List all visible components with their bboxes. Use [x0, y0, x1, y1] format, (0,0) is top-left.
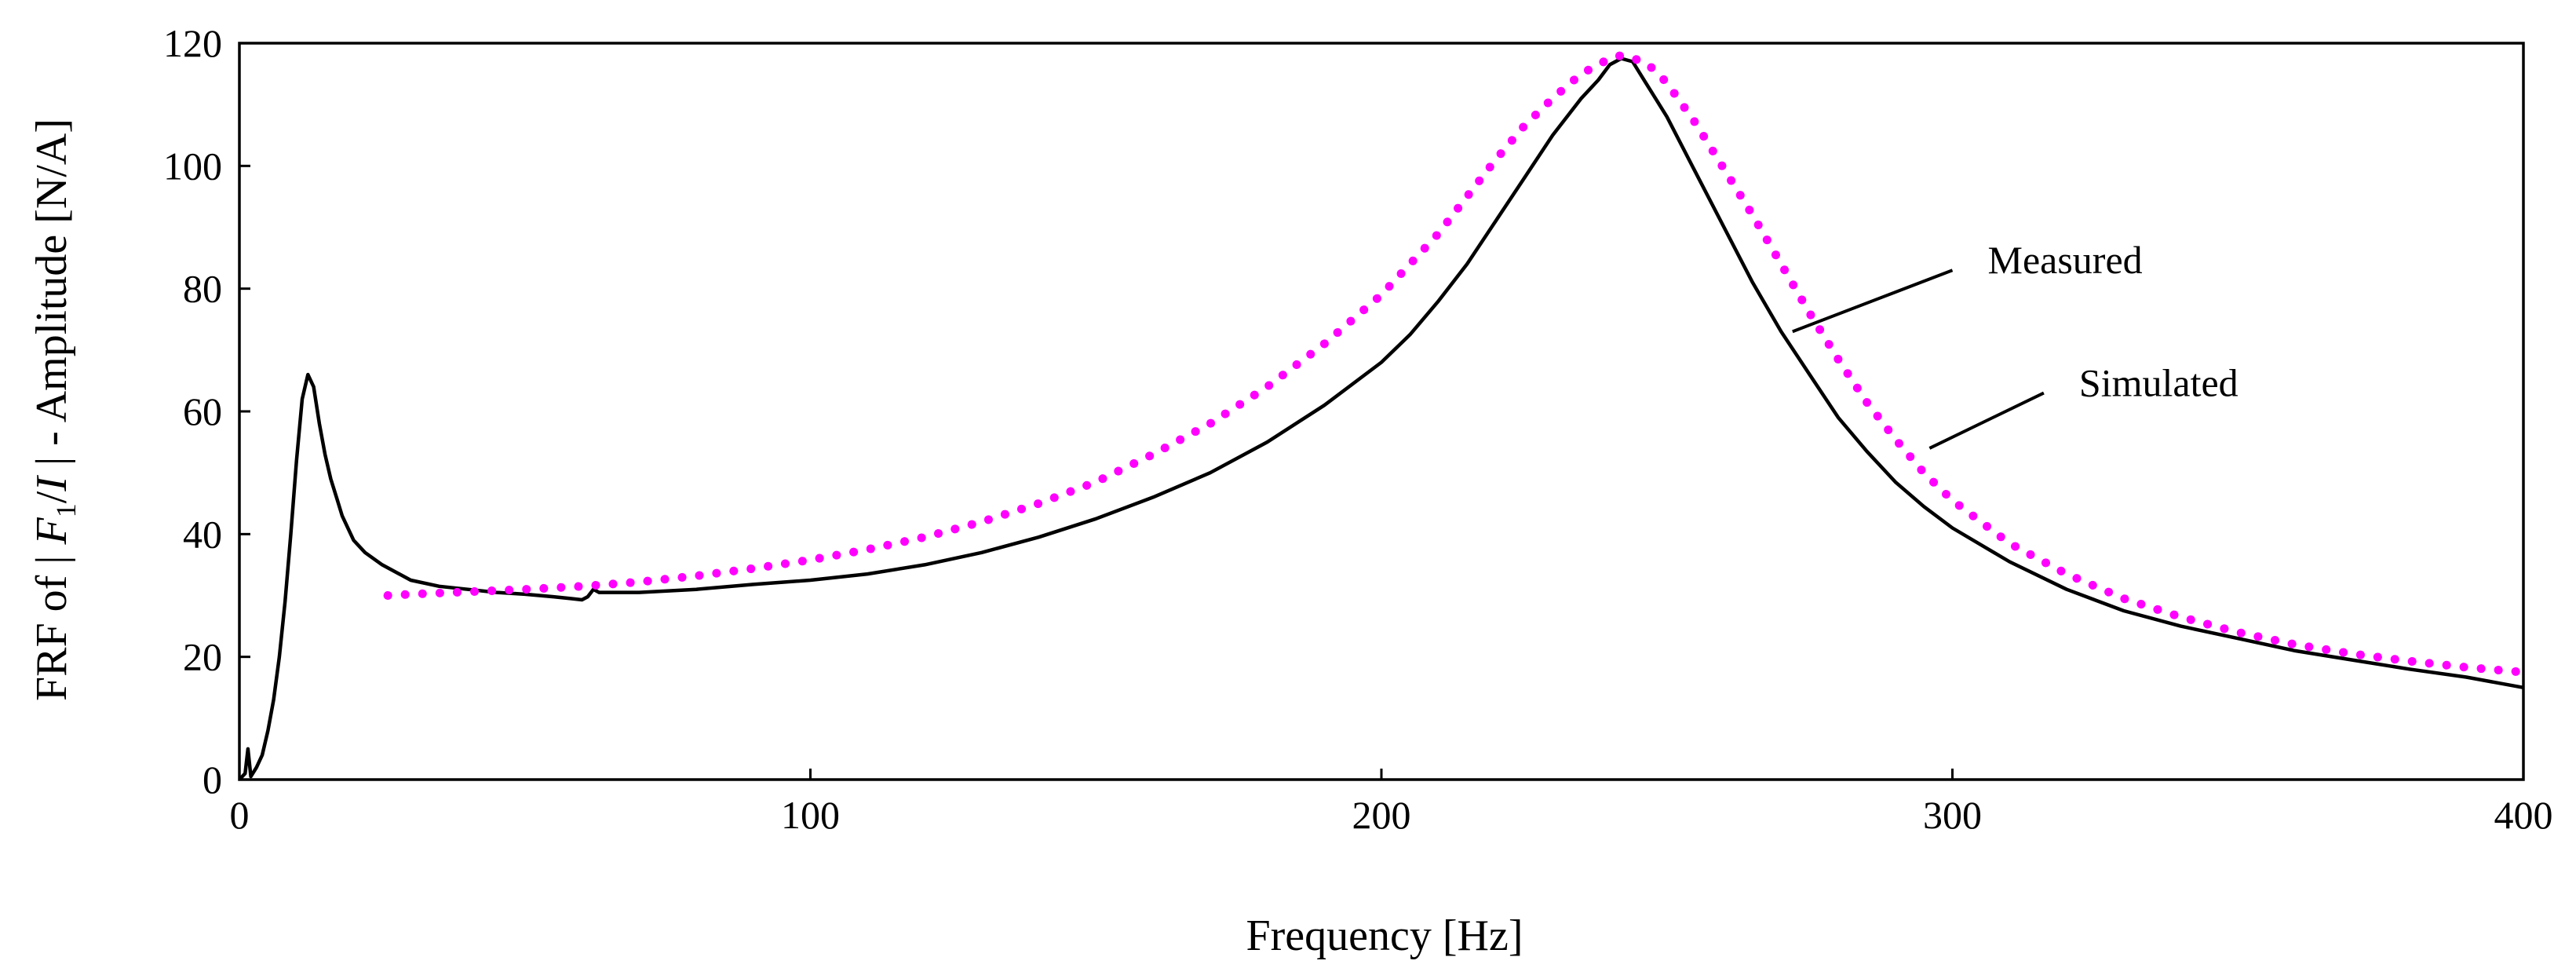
y-axis-title-symbol: F — [27, 517, 76, 545]
x-tick-label: 100 — [781, 793, 840, 837]
x-tick-label: 200 — [1352, 793, 1411, 837]
y-axis-title-suffix: | - Amplitude [N/A] — [27, 119, 76, 477]
x-tick-label: 300 — [1923, 793, 1982, 837]
y-tick-label: 80 — [183, 267, 222, 311]
series-layer — [238, 50, 2528, 781]
y-axis-title-symbol2: I — [27, 475, 76, 492]
y-axis-title-middle: / — [27, 491, 76, 503]
annotations: Measured Simulated — [1792, 238, 2238, 450]
y-tick-label: 40 — [183, 512, 222, 556]
series-line-measured — [238, 57, 2524, 781]
y-tick-label: 60 — [183, 389, 222, 433]
x-axis-title: Frequency [Hz] — [1246, 911, 1523, 960]
y-tick-label: 100 — [163, 144, 222, 188]
y-axis-title-subscript: 1 — [50, 503, 82, 517]
y-axis-title-prefix: FRF of | — [27, 544, 76, 701]
y-tick-label: 120 — [163, 21, 222, 65]
x-tick-label: 400 — [2494, 793, 2553, 837]
annotation-label-simulated: Simulated — [2079, 361, 2238, 405]
annotation-leader-measured — [1792, 268, 1954, 334]
annotation-label-measured: Measured — [1988, 238, 2143, 282]
x-tick-label: 0 — [230, 793, 250, 837]
annotation-leader-simulated — [1928, 391, 2045, 450]
axis-ticks: 0 100 200 300 400 0 20 40 60 80 100 120 — [163, 21, 2553, 837]
y-tick-label: 20 — [183, 635, 222, 679]
y-tick-label: 0 — [203, 758, 222, 802]
y-axis-title: FRF of | F1/I | - Amplitude [N/A] — [27, 119, 82, 701]
series-line-simulated — [383, 50, 2528, 677]
